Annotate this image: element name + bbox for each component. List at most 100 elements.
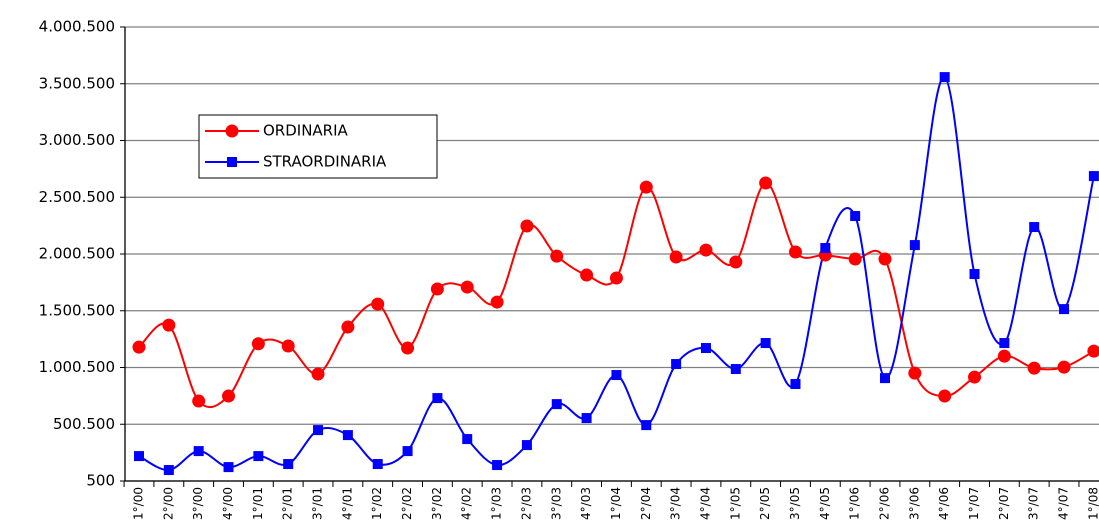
y-tick-label: 1.000.500 [39, 358, 115, 376]
marker [490, 295, 504, 309]
marker [132, 340, 146, 354]
x-tick-label: 4°/02 [460, 487, 474, 520]
marker [222, 389, 236, 403]
x-tick-label: 2°/04 [639, 487, 653, 520]
marker [759, 176, 773, 190]
x-tick-label: 3°/01 [311, 487, 325, 520]
marker [401, 341, 415, 355]
marker [669, 250, 683, 264]
x-tick-label: 3°/04 [669, 487, 683, 520]
marker [550, 249, 564, 263]
marker [134, 451, 144, 462]
marker [372, 459, 383, 470]
marker [520, 219, 534, 233]
marker [1029, 222, 1040, 233]
marker [1087, 344, 1099, 358]
marker [192, 394, 206, 408]
legend-box [198, 114, 438, 179]
y-tick-label: 4.000.500 [39, 18, 115, 36]
marker [430, 282, 444, 296]
marker [460, 280, 474, 294]
legend-label: ORDINARIA [263, 122, 349, 140]
marker [1027, 361, 1041, 375]
marker [551, 399, 562, 410]
x-tick-label: 3°/07 [1027, 487, 1041, 520]
series-line [138, 182, 1095, 409]
marker [700, 343, 711, 354]
marker [251, 337, 265, 351]
y-tick-label: 2.500.500 [39, 188, 115, 206]
marker [969, 269, 980, 280]
marker [997, 349, 1011, 363]
marker [223, 462, 234, 473]
legend-label: STRAORDINARIA [263, 153, 387, 171]
marker [908, 366, 922, 380]
marker [909, 240, 920, 251]
marker [311, 367, 325, 381]
marker [880, 373, 890, 384]
marker [492, 460, 503, 471]
marker [521, 440, 532, 451]
x-tick-label: 4°/07 [1057, 487, 1071, 520]
y-tick-label: 3.500.500 [39, 74, 115, 92]
x-tick-label: 2°/06 [878, 487, 892, 520]
x-tick-label: 3°/03 [549, 487, 563, 520]
x-tick-label: 1°/00 [132, 487, 146, 520]
x-tick-label: 1°/06 [848, 487, 862, 520]
marker [1059, 304, 1070, 315]
marker [939, 72, 950, 83]
x-tick-label: 4°/03 [579, 487, 593, 520]
x-tick-label: 2°/01 [281, 487, 295, 520]
marker [402, 446, 413, 457]
marker [193, 446, 204, 457]
x-tick-label: 2°/07 [997, 487, 1011, 520]
legend-marker [227, 157, 237, 167]
marker [938, 389, 952, 403]
marker [848, 252, 862, 266]
marker [968, 370, 982, 384]
legend: ORDINARIA STRAORDINARIA [198, 114, 438, 179]
marker [671, 359, 682, 370]
marker [609, 271, 623, 285]
marker [1057, 360, 1071, 374]
x-tick-label: 1°/05 [728, 487, 742, 520]
marker [1088, 171, 1099, 182]
marker [163, 465, 174, 476]
marker [611, 370, 622, 381]
marker [788, 245, 802, 259]
marker [729, 255, 743, 269]
x-tick-label: 1°/03 [490, 487, 504, 520]
x-tick-label: 1°/01 [251, 487, 265, 520]
marker [371, 297, 385, 311]
x-tick-label: 2°/03 [519, 487, 533, 520]
marker [820, 243, 831, 254]
x-tick-label: 3°/00 [191, 487, 205, 520]
y-tick-label: 500.500 [53, 415, 115, 433]
marker [641, 420, 652, 431]
marker [730, 364, 741, 375]
marker [850, 211, 861, 222]
marker [342, 430, 353, 441]
y-tick-label: 500 [86, 472, 115, 490]
x-tick-label: 4°/00 [221, 487, 235, 520]
y-tick-label: 2.000.500 [39, 245, 115, 263]
x-tick-label: 4°/06 [937, 487, 951, 520]
x-tick-label: 2°/02 [400, 487, 414, 520]
x-tick-label: 2°/00 [161, 487, 175, 520]
marker [699, 243, 713, 257]
x-tick-label: 2°/05 [758, 487, 772, 520]
marker [581, 413, 592, 424]
marker [253, 451, 264, 462]
marker [432, 393, 443, 404]
x-tick-label: 1°/08 [1086, 487, 1099, 520]
marker [760, 338, 771, 349]
marker [639, 180, 653, 194]
x-tick-label: 1°/04 [609, 487, 623, 520]
marker [341, 320, 355, 334]
x-tick-label: 3°/06 [907, 487, 921, 520]
x-tick-label: 3°/02 [430, 487, 444, 520]
x-tick-label: 1°/02 [370, 487, 384, 520]
marker [580, 268, 594, 282]
marker [313, 425, 324, 436]
